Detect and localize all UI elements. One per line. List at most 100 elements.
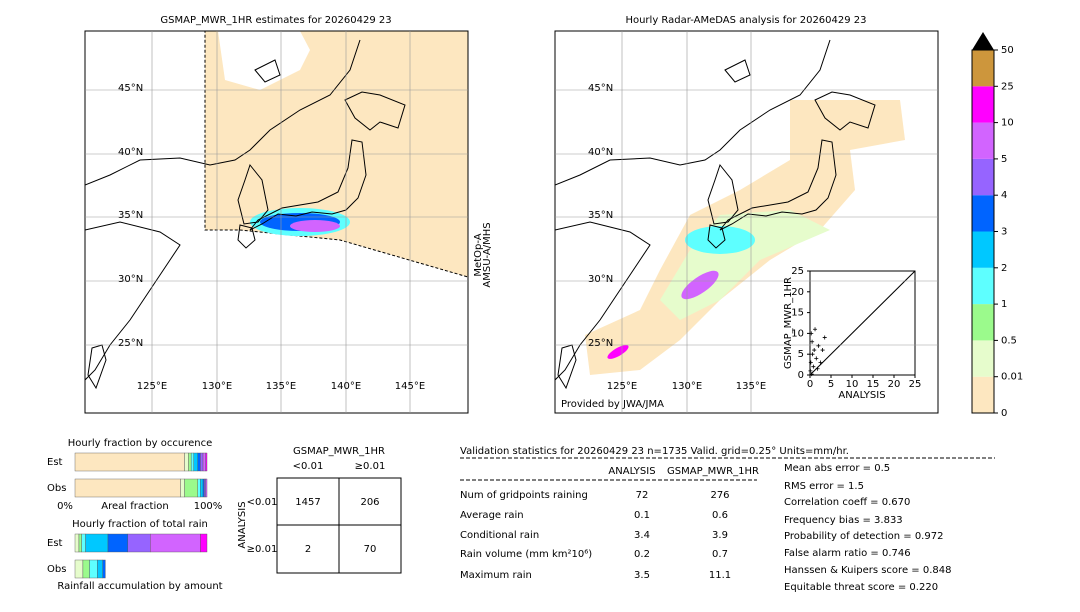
colorbar-bin (972, 267, 994, 305)
row-label: Est (47, 538, 63, 549)
point (810, 339, 815, 344)
lon-label: 130°E (202, 381, 232, 392)
fraction-segment (97, 559, 103, 579)
cell: 3.5 (634, 570, 650, 581)
colorbar-extend (972, 32, 994, 50)
colorbar-label: 0.01 (1001, 372, 1023, 383)
fraction-segment (180, 478, 185, 498)
colorbar-label: 1 (1001, 299, 1007, 310)
lat-label: 30°N (118, 274, 143, 285)
cell: 206 (360, 497, 379, 508)
score: Mean abs error = 0.5 (784, 463, 890, 474)
colorbar-label: 0.5 (1001, 335, 1017, 346)
row-label: Num of gridpoints raining (460, 490, 588, 501)
colorbar-label: 50 (1001, 45, 1014, 56)
cell: 11.1 (709, 570, 731, 581)
lat-label: 30°N (588, 274, 613, 285)
colorbar-bin (972, 340, 994, 377)
cell: 0.2 (634, 549, 650, 560)
lon-label: 145°E (395, 381, 425, 392)
fraction-segment (81, 533, 86, 553)
lat-label: 40°N (588, 147, 613, 158)
x-tick-label: 25 (909, 379, 922, 390)
cell: 2 (305, 544, 311, 555)
lon-label: 135°E (736, 381, 766, 392)
y-tick-label: 10 (791, 328, 804, 339)
lon-label: 140°E (331, 381, 361, 392)
map-title: GSMAP_MWR_1HR estimates for 20260429 23 (160, 15, 391, 26)
cell: 70 (364, 544, 377, 555)
axis-label: 100% (194, 501, 223, 512)
fraction-segment (82, 559, 90, 579)
lat-label: 45°N (118, 83, 143, 94)
fraction-segment (197, 452, 201, 472)
table-title: GSMAP_MWR_1HR (293, 446, 385, 457)
score: Frequency bias = 3.833 (784, 515, 903, 526)
fraction-segment (127, 533, 151, 553)
side-note: MetOp-A (473, 233, 484, 276)
panel-title: Hourly fraction by occurence (68, 438, 212, 449)
point (808, 360, 813, 365)
colorbar-bin (972, 86, 994, 123)
colorbar-label: 25 (1001, 81, 1014, 92)
row-label: Maximum rain (460, 570, 532, 581)
row-label: Obs (47, 564, 66, 575)
colorbar-bin (972, 195, 994, 232)
fraction-segment (193, 452, 198, 472)
colorbar-bin (972, 304, 994, 341)
score: Hanssen & Kuipers score = 0.848 (784, 565, 951, 576)
col-label: <0.01 (293, 461, 324, 472)
cell: 276 (710, 490, 729, 501)
colorbar-bin (972, 122, 994, 159)
side-note: AMSU-A/MHS (482, 222, 493, 287)
col-header: ANALYSIS (608, 466, 655, 477)
scatter-frame (809, 270, 916, 376)
credit: Provided by JWA/JMA (561, 399, 664, 410)
lon-label: 125°E (137, 381, 167, 392)
row-label: Est (47, 457, 63, 468)
fraction-segment (200, 452, 204, 472)
point (812, 348, 817, 353)
row-label: Obs (47, 483, 66, 494)
colorbar-label: 10 (1001, 118, 1014, 129)
col-header: GSMAP_MWR_1HR (667, 466, 759, 477)
lat-label: 25°N (118, 338, 143, 349)
fraction-segment (190, 452, 195, 472)
colorbar-label: 5 (1001, 154, 1007, 165)
diagonal (809, 270, 916, 376)
row-label: Conditional rain (460, 530, 539, 541)
x-tick-label: 10 (846, 379, 859, 390)
lat-label: 45°N (588, 83, 613, 94)
fraction-segment (74, 478, 181, 498)
fraction-segment (205, 478, 208, 498)
score: RMS error = 1.5 (784, 481, 864, 492)
axis-label: 0% (57, 501, 73, 512)
row-label: Rain volume (mm km²10⁶) (460, 549, 592, 560)
lon-label: 130°E (672, 381, 702, 392)
panel-title: Hourly fraction of total rain (72, 519, 208, 530)
point (814, 356, 819, 361)
fraction-segment (202, 452, 206, 472)
colorbar-label: 0 (1001, 408, 1007, 419)
row-label: Average rain (460, 510, 524, 521)
y-tick-label: 15 (791, 308, 804, 319)
cell: 72 (636, 490, 649, 501)
point (816, 343, 821, 348)
fraction-segment (89, 559, 98, 579)
colorbar-bin (972, 231, 994, 268)
cell: 3.4 (634, 530, 650, 541)
fraction-segment (200, 533, 208, 553)
point (818, 360, 823, 365)
cell: 0.1 (634, 510, 650, 521)
lat-label: 35°N (588, 210, 613, 221)
cell: 0.6 (712, 510, 728, 521)
row-label: ≥0.01 (247, 544, 278, 555)
stats-header: Validation statistics for 20260429 23 n=… (460, 446, 849, 457)
x-tick-label: 20 (888, 379, 901, 390)
point (820, 348, 825, 353)
point (813, 327, 818, 332)
colorbar-bin (972, 158, 994, 196)
lon-label: 125°E (607, 381, 637, 392)
panel-title: Rainfall accumulation by amount (57, 581, 222, 592)
